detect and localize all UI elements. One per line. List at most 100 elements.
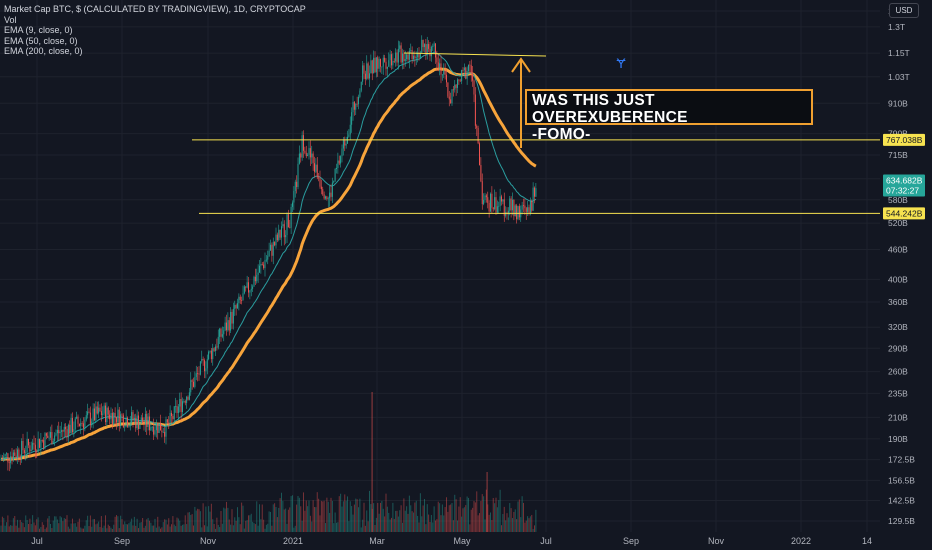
volume-bar <box>531 514 533 532</box>
volume-bar <box>272 504 274 532</box>
candle-body <box>348 134 350 137</box>
candle-body <box>89 412 91 425</box>
y-tick-label: 1.3T <box>888 22 905 32</box>
volume-bar <box>472 507 474 532</box>
candle-body <box>194 377 196 387</box>
time-axis[interactable]: Jul Sep Nov 2021 Mar May Jul Sep Nov 2022 14 <box>31 536 872 546</box>
volume-bar <box>286 523 288 532</box>
volume-bar <box>62 521 64 532</box>
candle-body <box>492 207 494 210</box>
volume-bar <box>125 524 127 532</box>
volume-bar <box>146 519 148 532</box>
volume-bar <box>507 517 509 532</box>
candle-body <box>201 358 203 362</box>
volume-bar <box>296 504 298 532</box>
candle-body <box>404 59 406 62</box>
candle-body <box>249 290 251 293</box>
candle-body <box>168 422 170 424</box>
candle-body <box>224 322 226 331</box>
candle-body <box>204 360 205 372</box>
candle-body <box>106 407 108 423</box>
volume-bar <box>534 525 535 532</box>
x-tick-label: Nov <box>200 536 217 546</box>
candle-body <box>527 207 529 212</box>
volume-bar <box>476 491 478 532</box>
candle-body <box>309 148 311 158</box>
volume-bar <box>418 522 420 532</box>
candle-body <box>363 65 365 74</box>
volume-bar <box>469 524 471 532</box>
candle-body <box>80 423 82 427</box>
volume-bar <box>465 505 467 532</box>
price-label-text: 544.242B <box>886 208 923 218</box>
volume-bar <box>440 515 442 532</box>
candle-body <box>25 452 27 453</box>
level-price-label: 767.038B <box>883 133 925 146</box>
candle-body <box>45 433 47 436</box>
candle-body <box>52 441 54 444</box>
candle-body <box>481 181 483 205</box>
candle-body <box>338 160 340 164</box>
volume-bar <box>491 520 493 532</box>
candle-body <box>290 206 292 228</box>
volume-bar <box>450 504 452 532</box>
price-axis[interactable]: 1.4T1.3T1.15T1.03T910B790B715B640B580B52… <box>883 6 925 526</box>
candle-body <box>61 430 62 432</box>
volume-bar <box>121 519 123 532</box>
annotation-line-2: -FOMO- <box>532 126 591 143</box>
y-tick-label: 360B <box>888 297 908 307</box>
volume-bar <box>404 510 406 532</box>
volume-bar <box>358 507 359 532</box>
candle-body <box>439 63 441 68</box>
candle-body <box>3 456 5 460</box>
candle-body <box>502 199 504 202</box>
horizontal-levels[interactable] <box>192 52 880 214</box>
candle-body <box>105 405 106 423</box>
volume-bar <box>323 500 325 532</box>
volume-bar <box>166 524 168 532</box>
candle-body <box>283 224 285 238</box>
candle-body <box>292 202 293 207</box>
candle-body <box>399 45 401 49</box>
volume-bar <box>292 495 293 532</box>
volume-bar <box>147 517 149 532</box>
annotation-box[interactable]: WAS THIS JUST OVEREXUBERENCE -FOMO- <box>525 89 813 143</box>
candle-body <box>117 409 119 423</box>
candle-body <box>81 423 83 424</box>
currency-selector[interactable]: USD <box>889 3 919 18</box>
candle-body <box>220 328 222 337</box>
candle-body <box>406 54 408 60</box>
candle-body <box>451 89 453 104</box>
up-arrow-annotation[interactable] <box>511 57 531 148</box>
candle-body <box>28 438 29 446</box>
candle-body <box>480 165 482 182</box>
volume-bar <box>143 527 145 532</box>
candle-body <box>369 73 370 79</box>
level-price-label: 544.242B <box>883 207 925 220</box>
volume-bar <box>524 522 526 532</box>
candle-body <box>483 199 485 205</box>
candle-body <box>158 423 160 433</box>
candle-body <box>285 235 287 238</box>
volume-bar <box>94 519 95 532</box>
volume-bar <box>330 497 332 532</box>
candle-body <box>334 168 336 182</box>
volume-bar <box>446 497 447 532</box>
volume-bar <box>340 493 342 532</box>
volume-bar <box>3 518 5 532</box>
volume-bar <box>485 489 487 532</box>
candle-body <box>110 412 112 420</box>
candle-body <box>514 205 516 217</box>
y-tick-label: 520B <box>888 218 908 228</box>
volume-bar <box>474 502 476 532</box>
volume-bar <box>190 514 192 532</box>
volume-bar <box>230 524 232 532</box>
volume-bar <box>424 498 425 532</box>
volume-bar <box>410 505 412 532</box>
volume-bar <box>399 510 401 532</box>
volume-bar <box>245 520 247 532</box>
volume-bar <box>70 523 72 532</box>
y-tick-label: 190B <box>888 434 908 444</box>
volume-bar <box>393 518 395 532</box>
